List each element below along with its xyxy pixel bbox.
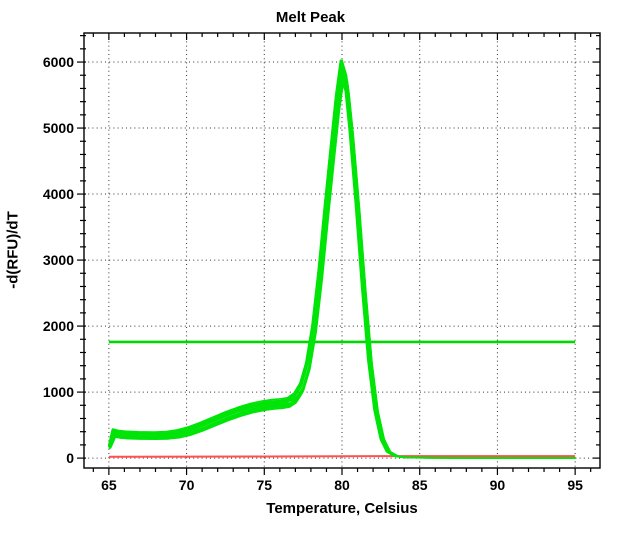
y-tick-label: 0 <box>66 450 74 466</box>
baseline-series <box>108 455 576 458</box>
x-tick-label: 75 <box>257 477 273 493</box>
y-axis-title: -d(RFU)/dT <box>4 211 22 289</box>
y-tick-label: 6000 <box>43 54 74 70</box>
y-tick-label: 5000 <box>43 120 74 136</box>
melt-curve-trace <box>108 66 574 459</box>
melt-curve-trace <box>108 62 575 459</box>
melt-curve-trace <box>109 68 576 459</box>
x-tick-label: 70 <box>179 477 195 493</box>
melt-curve-trace <box>110 75 576 459</box>
y-tick-label: 2000 <box>43 318 74 334</box>
chart-title: Melt Peak <box>275 9 346 26</box>
x-tick-label: 65 <box>101 477 117 493</box>
melt-curve-trace <box>109 74 576 459</box>
y-tick-label: 3000 <box>43 252 74 268</box>
x-axis-title: Temperature, Celsius <box>266 500 418 517</box>
melt-curve-trace <box>108 59 576 459</box>
melt-curve-trace <box>109 73 576 459</box>
y-tick-label: 4000 <box>43 186 74 202</box>
x-tick-label: 95 <box>567 477 583 493</box>
melt-curve-trace <box>108 59 575 459</box>
x-tick-label: 90 <box>490 477 506 493</box>
x-tick-label: 80 <box>334 477 350 493</box>
y-tick-label: 1000 <box>43 384 74 400</box>
x-tick-label: 85 <box>412 477 428 493</box>
